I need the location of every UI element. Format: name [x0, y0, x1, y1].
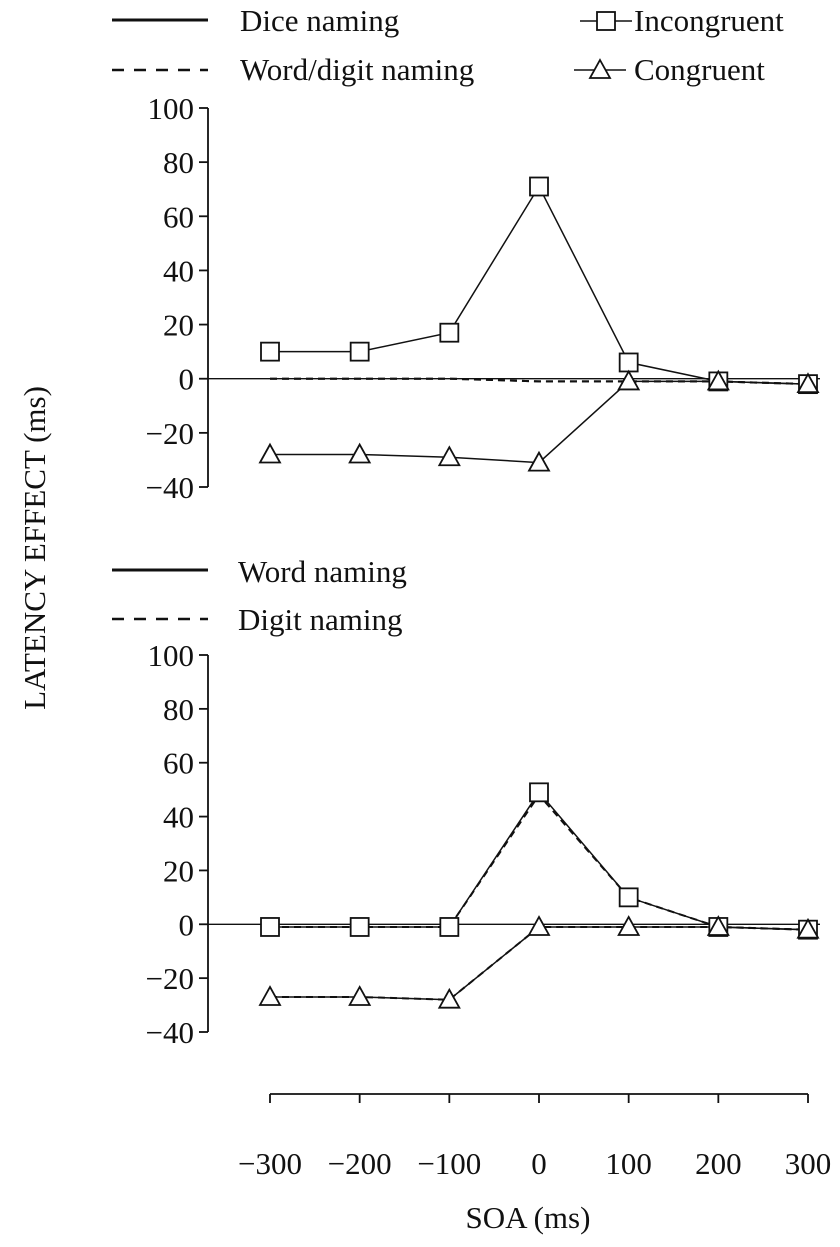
marker-square	[260, 341, 280, 362]
marker-triangle	[527, 915, 551, 936]
marker-square	[349, 917, 370, 937]
legend-word-digit-naming: Word/digit naming	[240, 52, 474, 87]
y-tick-label: 60	[163, 199, 194, 234]
marker-triangle	[706, 915, 730, 936]
y-tick-label: 20	[163, 853, 194, 888]
y-tick-label: 0	[179, 362, 195, 397]
marker-square	[618, 352, 639, 373]
marker-triangle	[796, 917, 820, 939]
legend-triangle-marker-sample	[574, 58, 626, 79]
marker-triangle	[348, 442, 372, 464]
legend-dice-naming: Dice naming	[240, 3, 399, 38]
y-tick-label: 0	[179, 907, 195, 942]
x-tick-label: 0	[531, 1146, 547, 1181]
legend-top: Dice naming Word/digit naming Incongruen…	[112, 3, 784, 87]
marker-triangle	[617, 915, 641, 936]
marker-triangle	[527, 450, 551, 472]
y-tick-label: −20	[146, 961, 194, 996]
series-line-word-naming-incongruent	[270, 791, 809, 931]
x-axis-title: SOA (ms)	[466, 1200, 591, 1235]
series-line-dice-naming-congruent	[270, 380, 809, 464]
x-tick-label: 200	[695, 1146, 742, 1181]
marker-square	[529, 782, 549, 803]
y-tick-label: −40	[146, 1015, 194, 1050]
marker-triangle	[796, 372, 820, 394]
marker-square	[349, 341, 370, 362]
legend-square-marker-sample	[580, 11, 632, 31]
series-line-word-naming-congruent	[270, 926, 809, 1001]
marker-triangle	[437, 445, 461, 467]
series-line-digit-naming-incongruent	[270, 793, 809, 931]
legend-word-naming: Word naming	[238, 554, 407, 589]
y-axis-title: LATENCY EFFECT (ms)	[17, 386, 52, 710]
panel-top: 100 80 60 40 20 0 −20 −40	[146, 91, 820, 505]
marker-square	[260, 917, 280, 937]
legend-digit-naming: Digit naming	[238, 602, 402, 637]
marker-triangle	[348, 985, 372, 1006]
legend-congruent: Congruent	[634, 52, 765, 87]
y-tick-label: 20	[163, 308, 194, 343]
x-tick-label: −200	[328, 1146, 392, 1181]
y-tick-label: 80	[163, 692, 194, 727]
y-tick-label: 80	[163, 145, 194, 180]
x-tick-label: −100	[417, 1146, 481, 1181]
y-tick-label: 40	[163, 800, 194, 835]
x-tick-label: −300	[238, 1146, 302, 1181]
marker-square	[529, 176, 549, 197]
marker-triangle	[258, 985, 282, 1006]
marker-square	[439, 917, 460, 937]
marker-triangle	[706, 369, 730, 391]
marker-triangle	[437, 987, 461, 1009]
legend-incongruent: Incongruent	[634, 3, 784, 38]
y-tick-label: −40	[146, 470, 194, 505]
y-tick-label: 60	[163, 746, 194, 781]
y-tick-label: −20	[146, 416, 194, 451]
marker-square	[618, 887, 639, 908]
x-axis: −300 −200 −100 0 100 200 300	[238, 1093, 832, 1181]
y-tick-label: 100	[148, 638, 195, 673]
marker-triangle	[617, 369, 641, 391]
legend-bottom: Word naming Digit naming	[112, 554, 407, 637]
panel-bottom: 100 80 60 40 20 0 −20 −40	[146, 638, 820, 1050]
marker-square	[439, 322, 460, 343]
x-tick-label: 300	[785, 1146, 832, 1181]
x-tick-label: 100	[605, 1146, 652, 1181]
marker-triangle	[258, 442, 282, 464]
y-tick-label: 40	[163, 253, 194, 288]
y-tick-label: 100	[148, 91, 195, 126]
series-line-digit-naming-congruent	[270, 926, 809, 1001]
